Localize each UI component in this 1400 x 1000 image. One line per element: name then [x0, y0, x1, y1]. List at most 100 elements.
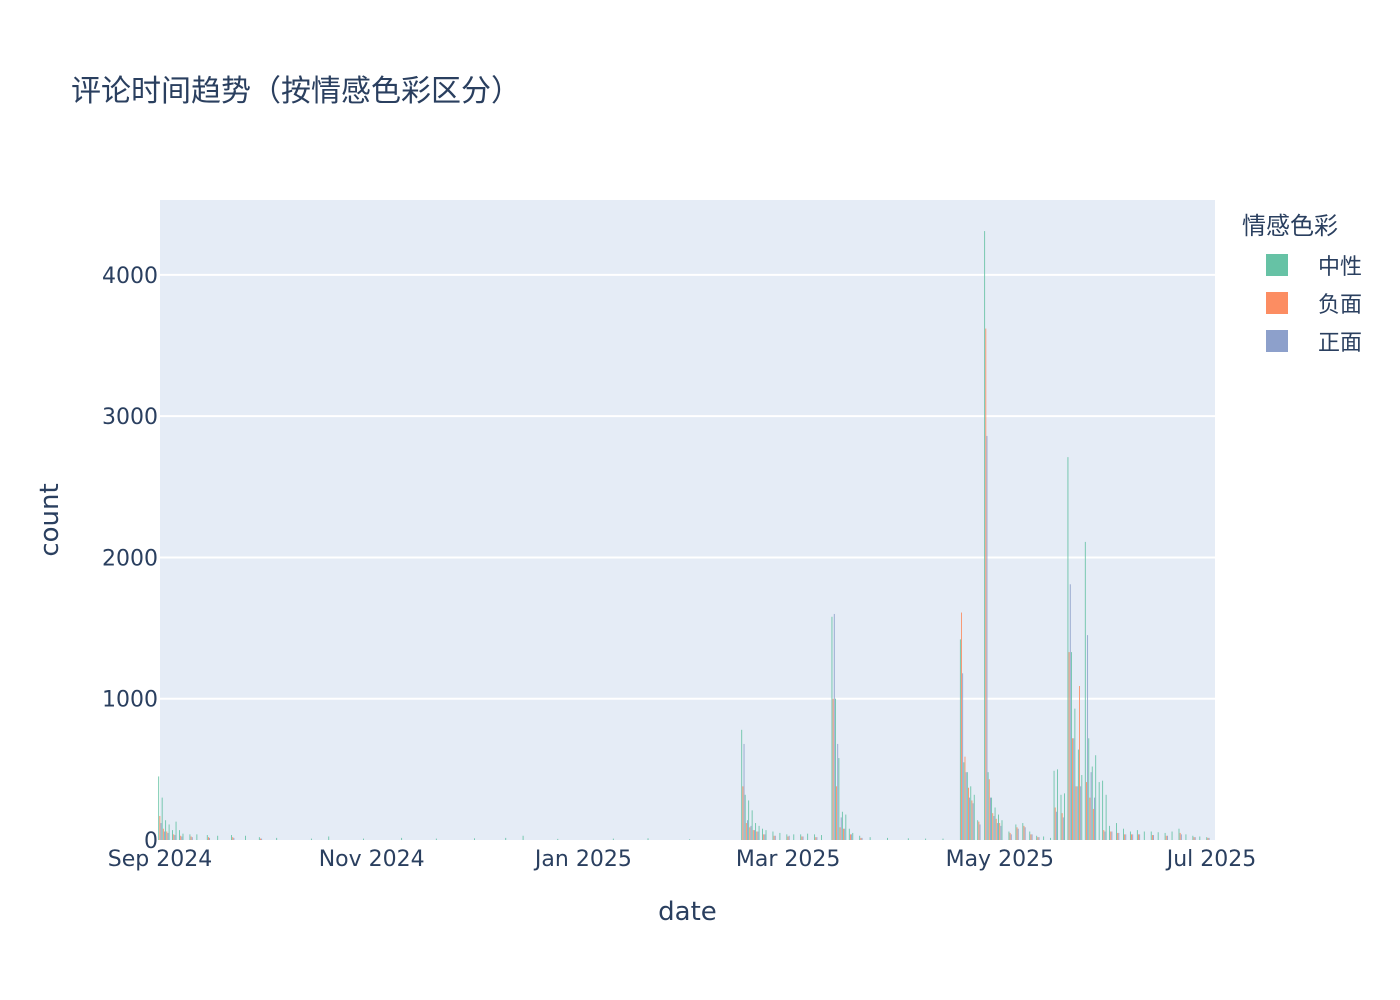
- bar: [1072, 738, 1073, 840]
- bar: [962, 673, 964, 840]
- bar: [988, 779, 990, 840]
- bar: [821, 835, 822, 840]
- bar: [845, 814, 847, 840]
- bar: [1199, 836, 1201, 840]
- bar: [1123, 828, 1124, 840]
- chart-title: 评论时间趋势（按情感色彩区分）: [71, 74, 521, 109]
- bar: [1091, 766, 1093, 840]
- bar: [179, 830, 180, 840]
- bar: [1105, 794, 1107, 840]
- bar: [1043, 836, 1045, 840]
- bar: [1075, 786, 1077, 840]
- bar: [844, 828, 846, 840]
- bar: [181, 836, 183, 840]
- bar: [1055, 811, 1057, 840]
- bar: [1171, 831, 1173, 840]
- bar: [816, 837, 818, 840]
- bar: [987, 772, 989, 840]
- bar: [1192, 835, 1194, 840]
- legend-swatch: [1266, 292, 1288, 314]
- bar: [1208, 837, 1210, 840]
- bar: [522, 835, 524, 840]
- bar: [191, 837, 193, 840]
- bar: [979, 824, 981, 840]
- bar: [848, 828, 850, 840]
- legend-item[interactable]: 中性: [1266, 254, 1362, 280]
- bar: [925, 838, 927, 840]
- bar: [786, 834, 788, 840]
- bar: [831, 616, 833, 840]
- bar: [762, 828, 763, 840]
- bar: [1165, 835, 1167, 840]
- legend-item[interactable]: 正面: [1266, 330, 1362, 356]
- bar: [206, 835, 208, 840]
- bar: [168, 824, 170, 840]
- bar: [779, 832, 781, 840]
- legend-swatch: [1266, 330, 1288, 352]
- bar: [310, 838, 312, 840]
- bar: [474, 838, 475, 840]
- bar: [995, 818, 997, 840]
- bar: [968, 787, 969, 840]
- legend-item[interactable]: 负面: [1266, 292, 1362, 318]
- bar: [435, 838, 437, 840]
- bar: [966, 772, 968, 840]
- bar: [1207, 837, 1209, 840]
- bar: [838, 758, 840, 840]
- bar: [196, 834, 198, 840]
- bar: [1206, 837, 1208, 840]
- bar: [887, 837, 888, 840]
- bar: [840, 817, 842, 840]
- bar: [363, 838, 364, 840]
- bar: [1086, 782, 1087, 840]
- bar: [1068, 652, 1070, 840]
- bar: [756, 831, 758, 840]
- bar: [859, 835, 861, 840]
- bar: [741, 729, 743, 840]
- bar: [1030, 834, 1032, 840]
- bar: [977, 820, 979, 840]
- bar: [1090, 772, 1092, 840]
- bar: [961, 612, 962, 840]
- bar: [1089, 797, 1091, 840]
- bar: [1139, 834, 1141, 840]
- bar: [1193, 837, 1195, 840]
- bar: [689, 839, 691, 840]
- x-tick-label: May 2025: [946, 847, 1054, 872]
- bar: [217, 835, 219, 840]
- bar: [971, 800, 973, 840]
- bar: [998, 814, 999, 840]
- legend-label: 负面: [1318, 293, 1362, 318]
- bar: [1092, 808, 1094, 840]
- bar: [763, 834, 765, 840]
- bar: [1000, 825, 1002, 840]
- y-tick-label: 2000: [102, 546, 158, 571]
- bar: [837, 743, 839, 840]
- bar: [1132, 834, 1134, 840]
- bar: [1129, 831, 1131, 840]
- x-axis-ticks: Sep 2024 Nov 2024 Jan 2025 Mar 2025 May 2025…: [108, 847, 1257, 872]
- x-axis-title: date: [658, 897, 717, 927]
- bar: [1057, 769, 1058, 840]
- bar: [189, 834, 191, 840]
- bar: [158, 776, 160, 840]
- bar: [1069, 584, 1071, 840]
- bar: [815, 837, 817, 840]
- bar: [1153, 835, 1154, 840]
- bar: [165, 820, 167, 840]
- bar: [159, 815, 161, 840]
- bar: [1023, 825, 1025, 840]
- bar: [990, 797, 991, 840]
- bar: [1111, 831, 1113, 840]
- grid-lines: [160, 273, 1215, 700]
- x-tick-label: Sep 2024: [108, 847, 212, 872]
- bar: [1180, 834, 1182, 840]
- plot-background: [160, 200, 1215, 840]
- bar: [749, 827, 751, 840]
- x-tick-label: Nov 2024: [319, 847, 425, 872]
- bar: [1185, 834, 1187, 840]
- bar: [964, 756, 966, 840]
- bar: [1136, 830, 1138, 840]
- bar: [1098, 782, 1100, 840]
